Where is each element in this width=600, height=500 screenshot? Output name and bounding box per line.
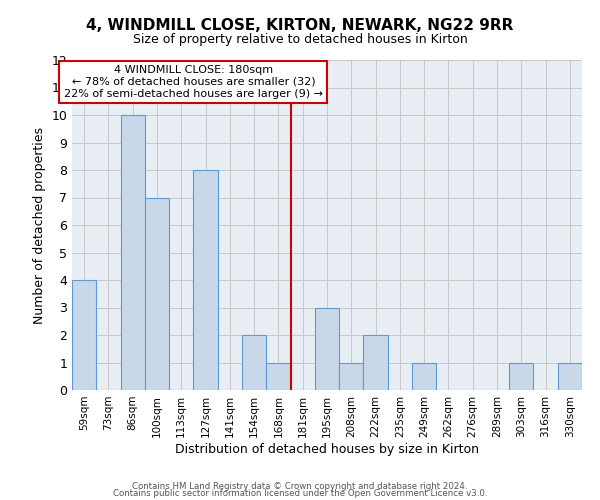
Text: 4 WINDMILL CLOSE: 180sqm
← 78% of detached houses are smaller (32)
22% of semi-d: 4 WINDMILL CLOSE: 180sqm ← 78% of detach… [64, 66, 323, 98]
Bar [558, 362, 582, 390]
Bar [145, 198, 169, 390]
Text: Contains public sector information licensed under the Open Government Licence v3: Contains public sector information licen… [113, 490, 487, 498]
Bar [509, 362, 533, 390]
X-axis label: Distribution of detached houses by size in Kirton: Distribution of detached houses by size … [175, 442, 479, 456]
Y-axis label: Number of detached properties: Number of detached properties [33, 126, 46, 324]
Bar [72, 280, 96, 390]
Bar [339, 362, 364, 390]
Bar [266, 362, 290, 390]
Text: 4, WINDMILL CLOSE, KIRTON, NEWARK, NG22 9RR: 4, WINDMILL CLOSE, KIRTON, NEWARK, NG22 … [86, 18, 514, 32]
Text: Contains HM Land Registry data © Crown copyright and database right 2024.: Contains HM Land Registry data © Crown c… [132, 482, 468, 491]
Bar [412, 362, 436, 390]
Bar [315, 308, 339, 390]
Bar [242, 335, 266, 390]
Bar [121, 115, 145, 390]
Text: Size of property relative to detached houses in Kirton: Size of property relative to detached ho… [133, 32, 467, 46]
Bar [364, 335, 388, 390]
Bar [193, 170, 218, 390]
